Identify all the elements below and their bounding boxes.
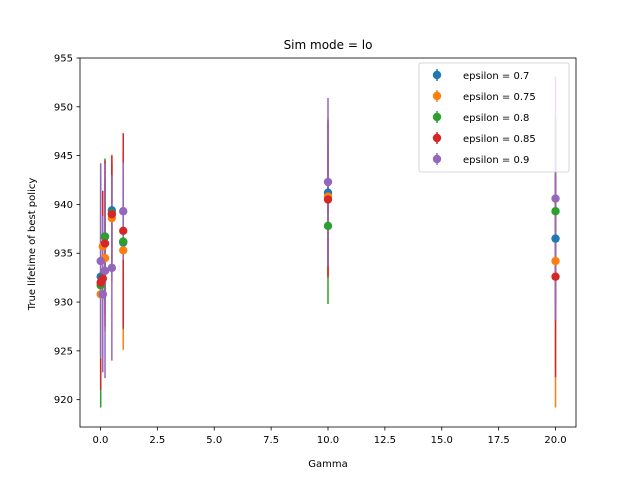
data-point bbox=[96, 256, 105, 266]
x-tick-label: 17.5 bbox=[488, 435, 510, 446]
series-5-markers bbox=[96, 177, 560, 299]
y-tick-label: 940 bbox=[54, 200, 73, 211]
legend-marker bbox=[432, 70, 442, 80]
x-axis-label: Gamma bbox=[308, 459, 348, 470]
series-4-markers bbox=[96, 195, 560, 287]
x-tick-label: 20.0 bbox=[544, 435, 566, 446]
data-point bbox=[551, 207, 560, 216]
data-point bbox=[100, 232, 110, 241]
data-point bbox=[98, 274, 107, 283]
axes: 0.0 2.5 5.0 7.5 10.0 12.5 15.0 17.5 20.0 920 925 93… bbox=[54, 54, 577, 446]
data-point bbox=[119, 207, 128, 216]
legend-marker bbox=[432, 133, 442, 143]
data-point bbox=[100, 239, 110, 248]
y-tick-label: 955 bbox=[54, 54, 73, 65]
x-tick-label: 15.0 bbox=[431, 435, 453, 446]
data-point bbox=[551, 256, 560, 266]
data-point bbox=[107, 209, 117, 219]
y-tick-label: 950 bbox=[54, 102, 73, 113]
data-point bbox=[100, 266, 110, 276]
data-point bbox=[119, 246, 128, 255]
y-tick-label: 945 bbox=[54, 151, 73, 162]
data-point bbox=[551, 272, 560, 281]
chart-title: Sim mode = lo bbox=[284, 38, 373, 52]
data-point bbox=[323, 221, 333, 231]
y-tick-label: 920 bbox=[54, 395, 73, 406]
data-point bbox=[98, 290, 107, 299]
x-tick-label: 12.5 bbox=[374, 435, 396, 446]
legend-label: epsilon = 0.85 bbox=[463, 134, 536, 145]
data-point bbox=[323, 195, 333, 204]
y-tick-label: 925 bbox=[54, 346, 73, 357]
y-tick-label: 930 bbox=[54, 298, 73, 309]
legend-label: epsilon = 0.75 bbox=[463, 92, 536, 103]
x-tick-label: 0.0 bbox=[93, 435, 109, 446]
data-point bbox=[323, 177, 333, 187]
x-tick-label: 7.5 bbox=[263, 435, 279, 446]
data-point bbox=[107, 263, 117, 273]
legend-label: epsilon = 0.7 bbox=[463, 71, 529, 82]
data-point bbox=[551, 194, 560, 203]
data-point bbox=[119, 237, 128, 246]
data-point bbox=[551, 234, 560, 243]
y-axis-label: True lifetime of best policy bbox=[27, 178, 38, 312]
data-point bbox=[119, 226, 128, 235]
x-tick-label: 10.0 bbox=[317, 435, 339, 446]
x-tick-label: 5.0 bbox=[206, 435, 222, 446]
legend-marker bbox=[432, 154, 442, 164]
legend-label: epsilon = 0.8 bbox=[463, 113, 529, 124]
legend-marker bbox=[432, 112, 442, 122]
legend-label: epsilon = 0.9 bbox=[463, 155, 529, 166]
y-tick-label: 935 bbox=[54, 249, 73, 260]
legend-marker bbox=[432, 91, 442, 101]
legend: epsilon = 0.7 epsilon = 0.75 epsilon = 0.8… bbox=[418, 62, 570, 173]
x-tick-label: 2.5 bbox=[149, 435, 165, 446]
legend-box bbox=[418, 62, 570, 173]
